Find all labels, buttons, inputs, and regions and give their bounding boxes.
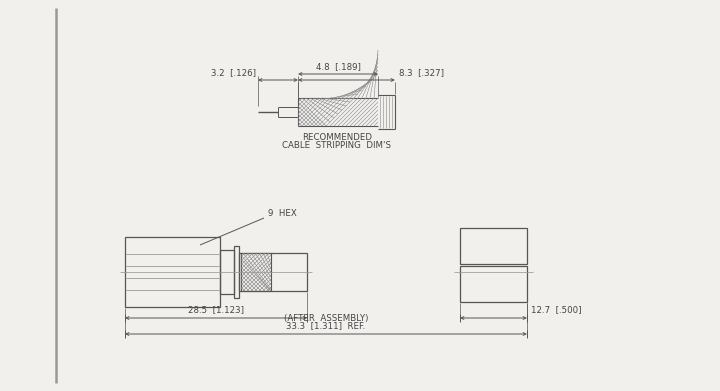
Bar [220, 250, 234, 294]
Bar [241, 253, 271, 291]
Bar [460, 228, 527, 264]
Bar [239, 253, 307, 291]
Bar [234, 246, 239, 298]
Text: 9  HEX: 9 HEX [268, 208, 297, 217]
Text: 33.3  [1.311]  REF.: 33.3 [1.311] REF. [287, 321, 366, 330]
Text: 28.5  [1.123]: 28.5 [1.123] [188, 305, 244, 314]
Bar [460, 266, 527, 302]
Bar [125, 237, 220, 307]
Text: CABLE  STRIPPING  DIM'S: CABLE STRIPPING DIM'S [282, 140, 392, 149]
Text: (AFTER  ASSEMBLY): (AFTER ASSEMBLY) [284, 314, 368, 323]
Text: 4.8  [.189]: 4.8 [.189] [315, 63, 361, 72]
Text: 12.7  [.500]: 12.7 [.500] [531, 305, 582, 314]
Text: 3.2  [.126]: 3.2 [.126] [211, 68, 256, 77]
Text: 8.3  [.327]: 8.3 [.327] [399, 68, 444, 77]
Text: RECOMMENDED: RECOMMENDED [302, 133, 372, 142]
